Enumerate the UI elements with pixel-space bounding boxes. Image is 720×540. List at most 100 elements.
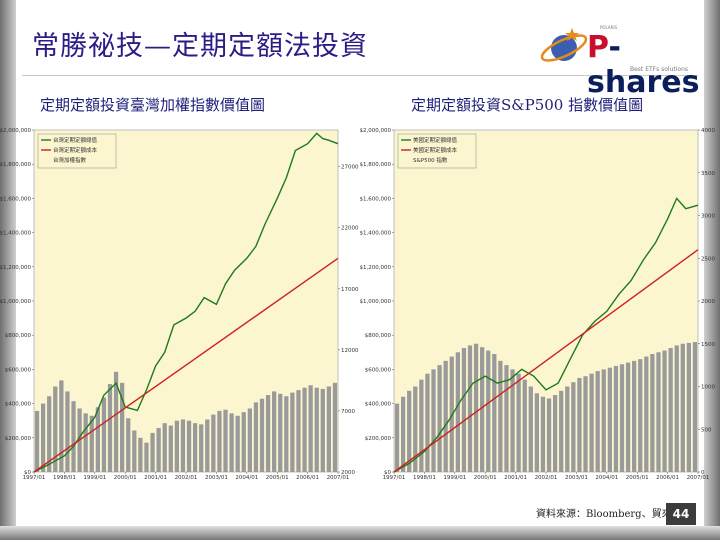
y-right-tick-label: 2500 bbox=[701, 256, 715, 262]
logo-brand: P-shares bbox=[587, 30, 702, 100]
index-bar bbox=[589, 373, 594, 472]
index-bar bbox=[59, 380, 64, 472]
index-bar bbox=[150, 432, 155, 472]
index-bar bbox=[528, 386, 533, 472]
x-tick-label: 2005/01 bbox=[626, 475, 649, 480]
index-bar bbox=[107, 384, 113, 472]
index-bar bbox=[168, 425, 173, 472]
x-tick-label: 2003/01 bbox=[205, 475, 228, 480]
index-bar bbox=[480, 347, 485, 472]
legend-label: 台灣加權指數 bbox=[53, 156, 87, 164]
y-right-tick-label: 3000 bbox=[701, 214, 715, 220]
y-right-tick-label: 12000 bbox=[341, 348, 359, 354]
index-bar bbox=[47, 396, 52, 472]
index-bar bbox=[407, 390, 412, 472]
index-bar bbox=[437, 365, 442, 472]
index-bar bbox=[632, 360, 637, 472]
y-left-tick-label: $600,000 bbox=[5, 367, 32, 373]
index-bar bbox=[229, 413, 234, 472]
index-bar bbox=[613, 365, 619, 472]
x-tick-label: 1999/01 bbox=[83, 475, 106, 480]
y-left-tick-label: $600,000 bbox=[365, 367, 392, 373]
x-tick-label: 2006/01 bbox=[296, 475, 319, 480]
title-divider bbox=[22, 75, 698, 76]
index-bar bbox=[180, 419, 186, 472]
x-tick-label: 2004/01 bbox=[595, 475, 618, 480]
index-bar bbox=[619, 364, 625, 472]
y-right-tick-label: 2000 bbox=[701, 299, 715, 305]
x-tick-label: 2007/01 bbox=[687, 475, 710, 480]
index-bar bbox=[680, 343, 685, 472]
index-bar bbox=[638, 359, 643, 472]
x-tick-label: 2003/01 bbox=[565, 475, 588, 480]
index-bar bbox=[162, 423, 167, 472]
y-right-tick-label: 27000 bbox=[341, 165, 359, 171]
x-tick-label: 2002/01 bbox=[535, 475, 558, 480]
y-left-tick-label: $1,200,000 bbox=[360, 265, 391, 271]
index-bar bbox=[296, 390, 301, 472]
y-right-tick-label: 22000 bbox=[341, 226, 359, 232]
y-left-tick-label: $400,000 bbox=[365, 402, 392, 408]
index-bar bbox=[540, 396, 546, 472]
y-left-tick-label: $0 bbox=[24, 470, 31, 476]
index-bar bbox=[443, 360, 448, 472]
x-tick-label: 2002/01 bbox=[175, 475, 198, 480]
y-right-tick-label: 500 bbox=[701, 427, 712, 433]
left-border bbox=[0, 0, 16, 540]
y-right-tick-label: 3500 bbox=[701, 171, 715, 177]
index-bar bbox=[534, 393, 540, 472]
chart-taiwan: $0 $200,000 $400,000 $600,000 $800,000 $1,000… bbox=[0, 128, 359, 480]
index-bar bbox=[486, 350, 491, 472]
y-left-tick-label: $1,400,000 bbox=[360, 231, 391, 237]
right-border bbox=[704, 0, 720, 540]
pshares-logo: POLARIS P-shares Best ETFs solutions bbox=[532, 22, 702, 100]
index-bar bbox=[546, 398, 552, 472]
index-bar bbox=[156, 428, 161, 472]
index-bar bbox=[235, 415, 240, 472]
x-tick-label: 2001/01 bbox=[504, 475, 527, 480]
index-bar bbox=[662, 350, 667, 472]
index-bar bbox=[625, 362, 631, 472]
index-bar bbox=[174, 420, 180, 472]
logo-brand-suffix: -shares bbox=[587, 30, 700, 100]
index-bar bbox=[192, 423, 198, 472]
index-bar bbox=[308, 385, 313, 472]
index-bar bbox=[290, 392, 295, 472]
y-right-tick-label: 1500 bbox=[701, 342, 715, 348]
index-bar bbox=[223, 409, 228, 472]
x-tick-label: 2000/01 bbox=[474, 475, 497, 480]
y-right-tick-label: 1000 bbox=[701, 385, 715, 391]
index-bar bbox=[241, 412, 246, 472]
index-bar bbox=[552, 395, 558, 472]
y-left-tick-label: $200,000 bbox=[5, 436, 32, 442]
index-bar bbox=[205, 419, 210, 472]
y-left-tick-label: $1,600,000 bbox=[0, 196, 31, 202]
chart-title-sp500: 定期定額投資S&P500 指數價值圖 bbox=[411, 96, 644, 114]
index-bar bbox=[668, 348, 673, 472]
index-bar bbox=[95, 407, 100, 472]
index-bar bbox=[674, 345, 679, 472]
y-right-tick-label: 17000 bbox=[341, 287, 359, 293]
index-bar bbox=[132, 430, 137, 472]
legend-label: 台灣定期定額總值 bbox=[53, 136, 98, 144]
y-right-tick-label: 4000 bbox=[701, 128, 715, 134]
index-bar bbox=[65, 391, 70, 472]
index-bar bbox=[284, 396, 289, 472]
index-bar bbox=[656, 352, 661, 472]
index-bar bbox=[186, 420, 192, 472]
index-bar bbox=[113, 371, 119, 472]
y-left-tick-label: $1,000,000 bbox=[360, 299, 391, 305]
x-tick-label: 2000/01 bbox=[114, 475, 137, 480]
series-line-invested bbox=[393, 249, 699, 473]
globe-icon bbox=[540, 28, 588, 62]
index-bar bbox=[583, 376, 588, 472]
index-bar bbox=[461, 348, 467, 472]
x-tick-label: 1998/01 bbox=[53, 475, 76, 480]
y-left-tick-label: $1,800,000 bbox=[0, 162, 31, 168]
y-left-tick-label: $1,000,000 bbox=[0, 299, 31, 305]
y-left-tick-label: $1,200,000 bbox=[0, 265, 31, 271]
index-bar bbox=[259, 398, 265, 472]
x-tick-label: 1997/01 bbox=[23, 475, 46, 480]
index-bar bbox=[144, 442, 149, 472]
